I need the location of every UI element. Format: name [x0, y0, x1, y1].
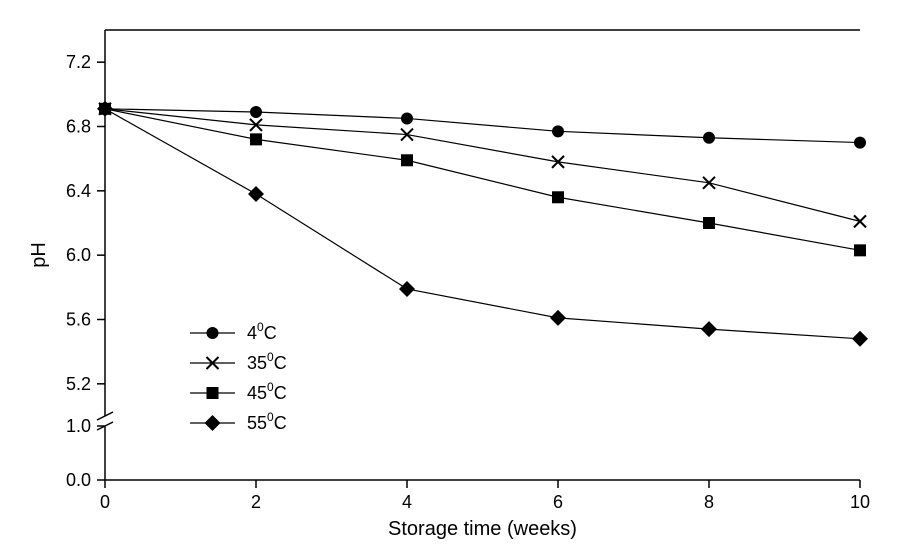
legend-item: 350C — [190, 350, 287, 373]
line-chart: 0 2 4 6 8 10 Storage time (weeks) 0.0 1.0 5.2 5.6 6… — [0, 0, 902, 549]
y-tick-label: 1.0 — [66, 416, 91, 436]
y-tick-label: 6.4 — [66, 181, 91, 201]
y-tick-label: 7.2 — [66, 52, 91, 72]
y-tick-label: 5.6 — [66, 310, 91, 330]
chart-container: 0 2 4 6 8 10 Storage time (weeks) 0.0 1.0 5.2 5.6 6… — [0, 0, 902, 549]
legend-item: 40C — [190, 320, 277, 343]
y-tick-label: 6.0 — [66, 245, 91, 265]
legend-label: 550C — [247, 410, 287, 433]
series-55°C — [97, 101, 868, 347]
series-45°C — [99, 103, 866, 257]
y-tick-label: 0.0 — [66, 470, 91, 490]
series-35°C — [99, 103, 866, 228]
legend-label: 450C — [247, 380, 287, 403]
y-axis-title: pH — [28, 242, 50, 268]
series-4°C — [99, 103, 866, 149]
x-tick-label: 10 — [850, 492, 870, 512]
legend-item: 550C — [190, 410, 287, 433]
legend-label: 350C — [247, 350, 287, 373]
y-tick-label: 6.8 — [66, 117, 91, 137]
x-tick-label: 0 — [100, 492, 110, 512]
x-tick-label: 4 — [402, 492, 412, 512]
x-tick-label: 2 — [251, 492, 261, 512]
y-tick-label: 5.2 — [66, 374, 91, 394]
x-axis-title: Storage time (weeks) — [388, 518, 577, 540]
legend-label: 40C — [247, 320, 277, 343]
legend-item: 450C — [190, 380, 287, 403]
x-tick-label: 6 — [553, 492, 563, 512]
x-tick-label: 8 — [704, 492, 714, 512]
